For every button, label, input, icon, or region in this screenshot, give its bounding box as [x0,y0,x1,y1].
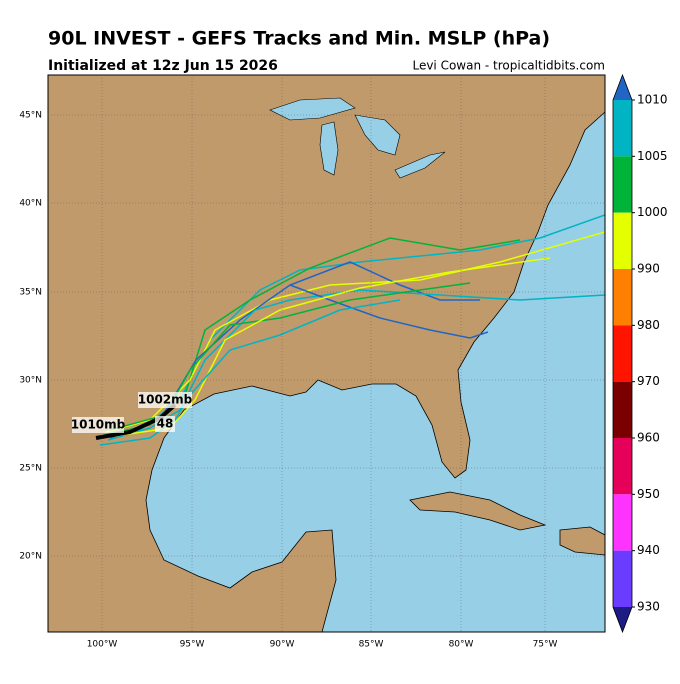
colorbar-label: 930 [637,600,660,614]
colorbar-segment [613,100,632,157]
annotation: 1010mb [71,418,126,432]
colorbar-label: 940 [637,543,660,557]
colorbar-label: 980 [637,318,660,332]
lon-label: 90°W [270,640,295,650]
lon-label: 80°W [449,640,474,650]
lon-label: 95°W [180,640,205,650]
lon-label: 75°W [533,640,558,650]
lat-label: 40°N [19,199,42,209]
lat-label: 20°N [19,552,42,562]
lake-michigan [319,121,339,176]
annotation: 48 [157,417,174,431]
map [48,75,605,632]
colorbar-segment [613,156,632,213]
title: 90L INVEST - GEFS Tracks and Min. MSLP (… [48,28,550,50]
cuba [409,491,547,531]
hispaniola [559,526,605,556]
colorbar-label: 1005 [637,149,668,163]
colorbar-label: 990 [637,262,660,276]
annotation: 1002mb [138,393,193,407]
colorbar-segment [613,550,632,607]
lat-label: 35°N [19,288,42,298]
colorbar-label: 1010 [637,93,668,107]
colorbar-label: 960 [637,431,660,445]
lon-label: 85°W [359,640,384,650]
colorbar-segment [613,325,632,382]
lat-label: 45°N [19,111,42,121]
lake-huron [354,114,401,156]
colorbar-top [613,75,632,100]
annotation-box [138,392,192,408]
colorbar-bottom [613,607,632,632]
lake-erie [394,151,446,179]
subtitle: Initialized at 12z Jun 15 2026 [48,58,278,74]
lat-label: 30°N [19,376,42,386]
colorbar-label: 950 [637,487,660,501]
colorbar-segment [613,494,632,551]
colorbar-segment [613,269,632,326]
credit: Levi Cowan - tropicaltidbits.com [412,59,605,73]
colorbar-segment [613,212,632,269]
colorbar-label: 970 [637,374,660,388]
colorbar-segment [613,438,632,495]
lake-superior [269,97,356,121]
lat-label: 25°N [19,464,42,474]
annotation-box [155,416,175,432]
colorbar-segment [613,381,632,438]
colorbar-label: 1000 [637,205,668,219]
annotation-box [72,417,124,433]
map-frame [47,74,606,633]
lon-label: 100°W [87,640,118,650]
